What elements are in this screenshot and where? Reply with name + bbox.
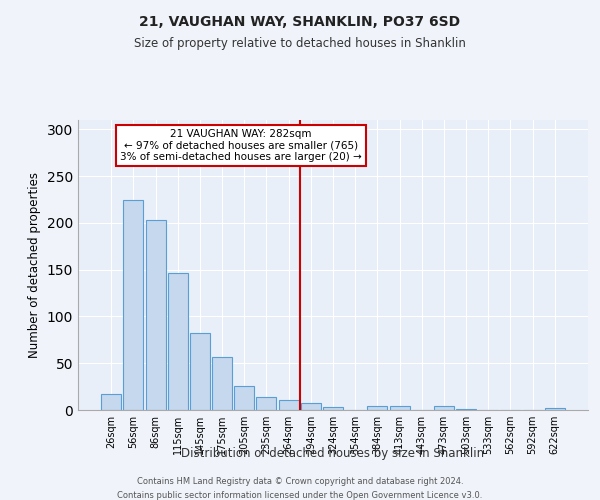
- Bar: [323, 407, 343, 410]
- Bar: [545, 408, 565, 410]
- Bar: [146, 220, 166, 410]
- Bar: [389, 406, 410, 410]
- Bar: [278, 400, 299, 410]
- Bar: [190, 334, 210, 410]
- Y-axis label: Number of detached properties: Number of detached properties: [28, 172, 41, 358]
- Bar: [101, 394, 121, 410]
- Bar: [212, 356, 232, 410]
- Text: 21 VAUGHAN WAY: 282sqm
← 97% of detached houses are smaller (765)
3% of semi-det: 21 VAUGHAN WAY: 282sqm ← 97% of detached…: [121, 128, 362, 162]
- Bar: [168, 274, 188, 410]
- Text: Distribution of detached houses by size in Shanklin: Distribution of detached houses by size …: [181, 448, 485, 460]
- Text: Size of property relative to detached houses in Shanklin: Size of property relative to detached ho…: [134, 38, 466, 51]
- Text: 21, VAUGHAN WAY, SHANKLIN, PO37 6SD: 21, VAUGHAN WAY, SHANKLIN, PO37 6SD: [139, 15, 461, 29]
- Bar: [234, 386, 254, 410]
- Bar: [434, 406, 454, 410]
- Bar: [124, 200, 143, 410]
- Text: Contains HM Land Registry data © Crown copyright and database right 2024.: Contains HM Land Registry data © Crown c…: [137, 478, 463, 486]
- Bar: [256, 397, 277, 410]
- Bar: [456, 409, 476, 410]
- Text: Contains public sector information licensed under the Open Government Licence v3: Contains public sector information licen…: [118, 491, 482, 500]
- Bar: [301, 404, 321, 410]
- Bar: [367, 406, 388, 410]
